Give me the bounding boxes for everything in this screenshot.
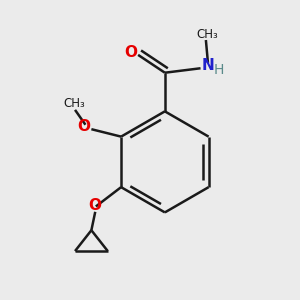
Text: CH₃: CH₃ xyxy=(196,28,218,40)
Text: H: H xyxy=(214,63,224,77)
Text: N: N xyxy=(202,58,214,74)
Text: O: O xyxy=(124,45,137,60)
Text: O: O xyxy=(78,119,91,134)
Text: CH₃: CH₃ xyxy=(63,97,85,110)
Text: O: O xyxy=(89,198,102,213)
